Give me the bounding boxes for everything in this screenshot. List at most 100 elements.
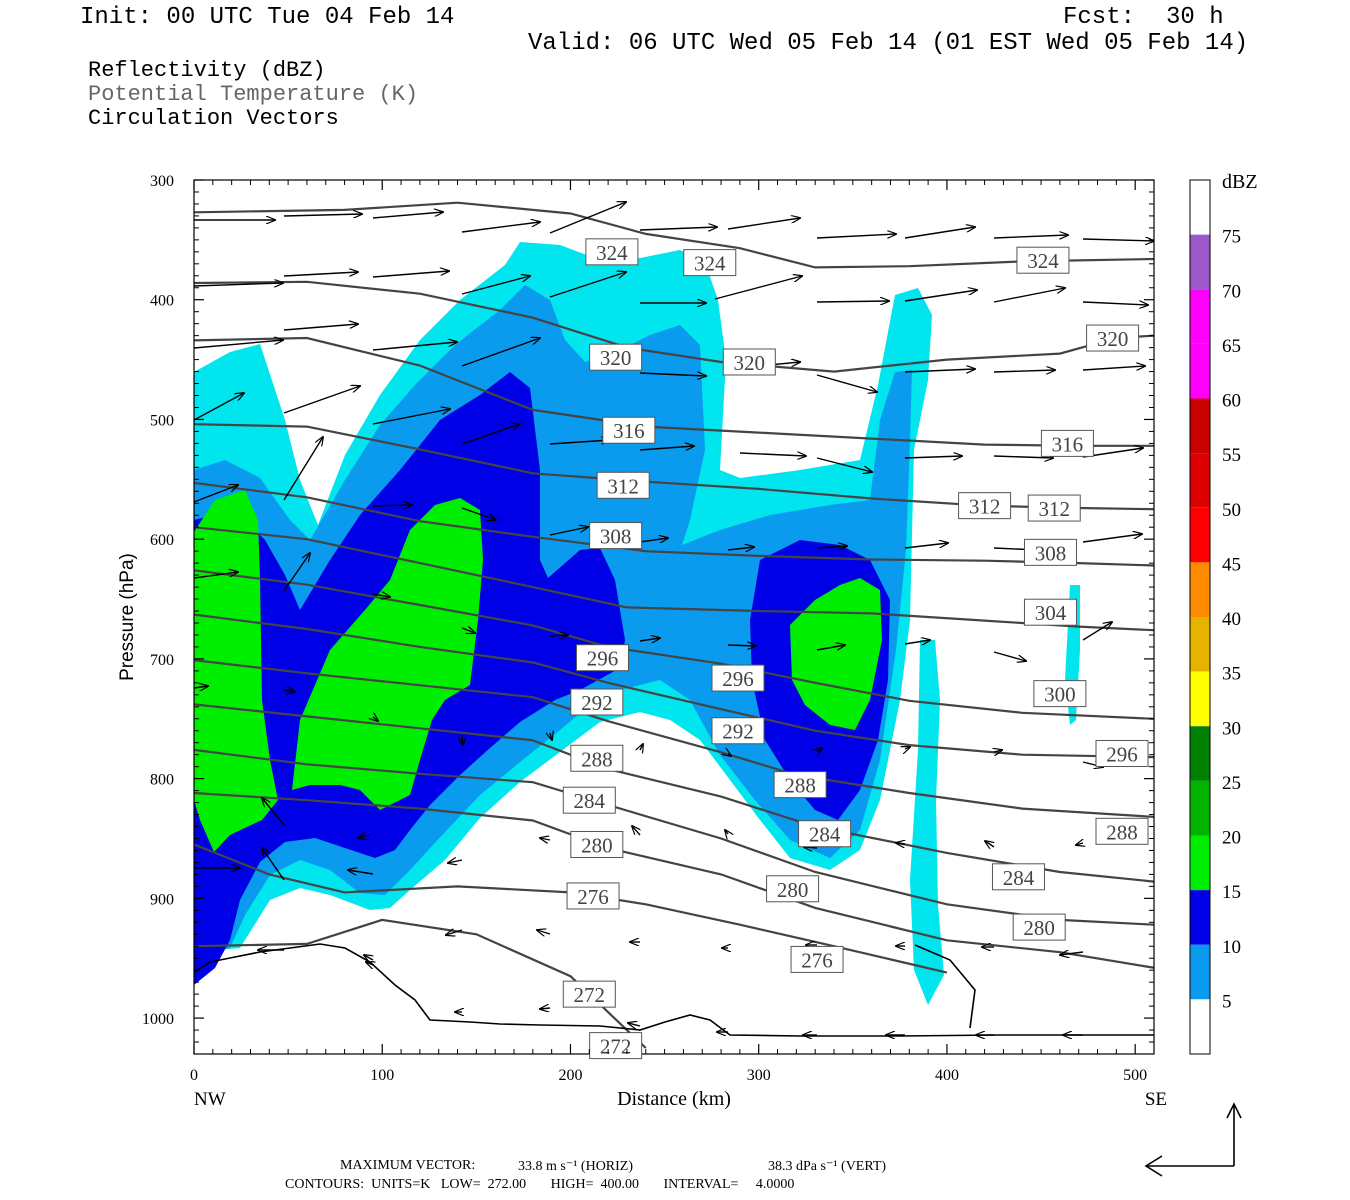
contour-label: 292 <box>581 691 613 715</box>
y-tick-label: 700 <box>150 652 174 669</box>
contour-label-box <box>566 882 620 910</box>
wind-vector <box>993 651 1026 661</box>
isentrope-line <box>194 659 1154 818</box>
contour-label-box <box>589 1032 643 1060</box>
wind-vector <box>537 930 551 934</box>
wind-vector <box>372 342 457 351</box>
x-tick-label: 0 <box>190 1067 198 1084</box>
dbz-20-region <box>194 490 278 852</box>
contour-label: 320 <box>600 346 632 370</box>
contour-labels: 324 324 324 320 320 320 316 316 312 312 312 308 308 3… <box>562 238 1149 1060</box>
contour-label: 316 <box>613 419 645 443</box>
contour-label-box <box>683 249 737 277</box>
isentrope-line <box>194 336 1154 447</box>
wind-vector <box>1082 239 1154 241</box>
colorbar-label: 70 <box>1222 281 1241 302</box>
wind-vector <box>816 374 877 392</box>
y-tick-label: 500 <box>150 412 174 429</box>
colorbar-segment <box>1190 944 1210 1000</box>
wind-vector <box>194 340 283 349</box>
contour-label: 324 <box>694 252 726 276</box>
wind-vector <box>725 830 728 834</box>
wind-vector <box>817 748 822 752</box>
contour-label-box <box>711 664 765 692</box>
wind-vector <box>816 546 847 548</box>
isentrope-line <box>194 703 1154 883</box>
colorbar-segment <box>1190 453 1210 508</box>
y-axis: 300 400 500 600 700 800 900 1000 <box>142 173 1154 1043</box>
contour-label-box <box>570 688 624 716</box>
colorbar-segment <box>1190 234 1210 290</box>
contour-label-box <box>596 471 650 499</box>
colorbar-label: 30 <box>1222 718 1241 739</box>
contour-label-box <box>790 945 844 973</box>
colorbar-segment <box>1190 780 1210 836</box>
potential-temperature-contours <box>194 201 1154 1049</box>
contour-label-box <box>958 492 1012 520</box>
y-tick-label: 900 <box>150 891 174 908</box>
isentrope-line <box>194 280 1154 373</box>
wind-vector <box>540 1008 551 1009</box>
contour-label: 272 <box>574 983 606 1007</box>
contour-label: 324 <box>596 241 628 265</box>
wind-vector <box>194 485 238 503</box>
wind-vector <box>727 218 800 230</box>
wind-vector <box>262 848 285 881</box>
colorbar-label: 20 <box>1222 828 1241 849</box>
colorbar-segment <box>1190 343 1210 399</box>
contour-label: 320 <box>1097 327 1129 351</box>
contour-label-box <box>1086 324 1140 352</box>
wind-vector <box>728 754 731 756</box>
isentrope-line <box>194 791 1154 969</box>
wind-vector <box>993 288 1065 303</box>
x-tick-label: 100 <box>370 1067 394 1084</box>
wind-vector <box>283 437 323 501</box>
wind-vector <box>727 547 754 550</box>
contour-label-box <box>1095 739 1149 767</box>
wind-vector <box>904 640 930 644</box>
x-axis-right-end: SE <box>1145 1089 1167 1110</box>
colorbar-label: 65 <box>1222 336 1241 357</box>
x-tick-label: 300 <box>747 1067 771 1084</box>
max-vector-horizontal: 33.8 m s⁻¹ (HORIZ) <box>518 1159 634 1174</box>
wind-vector <box>896 843 905 844</box>
wind-vector <box>461 507 496 520</box>
wind-vector <box>816 301 889 302</box>
wind-vector <box>283 386 360 414</box>
wind-vector <box>1082 622 1112 641</box>
dbz-20-region <box>292 498 483 810</box>
contour-label: 288 <box>1106 820 1138 844</box>
colorbar-segment <box>1190 180 1210 235</box>
contour-label: 284 <box>809 823 841 847</box>
wind-vector <box>549 272 626 298</box>
wind-vector <box>372 409 450 425</box>
wind-vector <box>816 457 872 472</box>
colorbar-label: 25 <box>1222 773 1241 794</box>
contour-label-box <box>589 343 643 371</box>
wind-vector <box>462 734 463 745</box>
x-tick-label: 400 <box>935 1067 959 1084</box>
wind-vector <box>639 538 668 542</box>
wind-vector <box>985 841 994 847</box>
wind-vector <box>639 446 694 451</box>
y-tick-label: 400 <box>150 293 174 310</box>
isentrope-line <box>194 569 1154 720</box>
vector-key <box>1144 1102 1242 1177</box>
plot-frame <box>193 179 1155 1055</box>
contour-label: 304 <box>1035 601 1067 625</box>
wind-vector <box>194 283 283 286</box>
colorbar-label: 55 <box>1222 445 1241 466</box>
wind-vector <box>904 227 975 239</box>
max-vector-label: MAXIMUM VECTOR: <box>340 1158 476 1173</box>
colorbar-segment <box>1190 726 1210 781</box>
y-tick-label: 600 <box>150 532 174 549</box>
contour-label-box <box>1023 598 1077 626</box>
wind-vector <box>904 456 962 458</box>
wind-vector <box>358 835 371 838</box>
contour-label: 312 <box>1038 497 1070 521</box>
wind-vector <box>628 1023 641 1026</box>
colorbar-segment <box>1190 835 1210 891</box>
colorbar-label: 50 <box>1222 500 1241 521</box>
colorbar-segment <box>1190 617 1210 672</box>
wind-vector <box>993 370 1055 372</box>
